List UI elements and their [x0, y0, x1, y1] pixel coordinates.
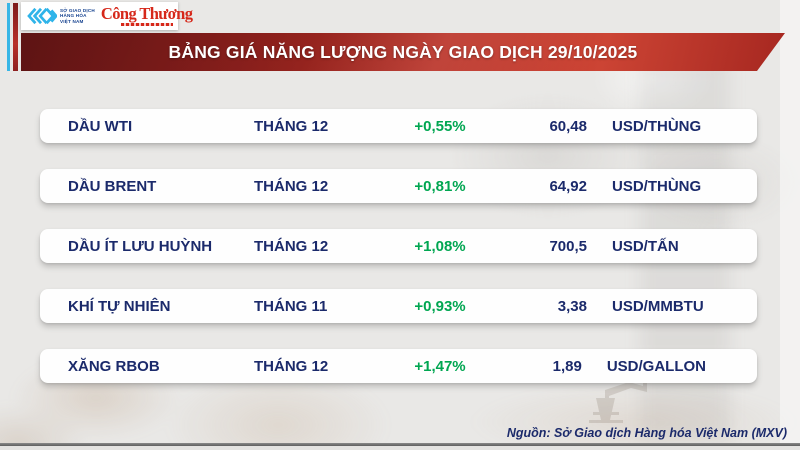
congthuong-logo: Công Thương	[100, 4, 193, 26]
table-row-khi-tu-nhien: KHÍ TỰ NHIÊN THÁNG 11 +0,93% 3,38 USD/MM…	[40, 289, 757, 323]
price-unit: USD/THÙNG	[612, 177, 702, 195]
contract-month: THÁNG 12	[254, 117, 329, 135]
bottom-divider-line	[0, 443, 800, 446]
percent-change: +0,93%	[414, 297, 466, 315]
left-accent-stripe-red	[13, 3, 18, 71]
percent-change: +1,08%	[414, 237, 466, 255]
table-row-dau-brent: DẦU BRENT THÁNG 12 +0,81% 64,92 USD/THÙN…	[40, 169, 757, 203]
bottom-margin-strip	[0, 446, 800, 450]
mxv-org-line1: SỞ GIAO DỊCH	[60, 7, 95, 13]
commodity-name: XĂNG RBOB	[68, 357, 160, 375]
congthuong-tagline-bar	[120, 23, 173, 26]
price-value: 700,5	[549, 237, 587, 255]
commodity-name: KHÍ TỰ NHIÊN	[68, 297, 171, 315]
commodity-name: DẦU ÍT LƯU HUỲNH	[68, 237, 213, 255]
background-light-band	[780, 0, 800, 450]
table-row-xang-rbob: XĂNG RBOB THÁNG 12 +1,47% 1,89 USD/GALLO…	[40, 349, 757, 383]
percent-change: +0,81%	[414, 177, 466, 195]
left-accent-stripe-cyan	[7, 3, 10, 71]
congthuong-wordmark: Công Thương	[100, 4, 193, 24]
faded-sepia-commodity-photo-right	[430, 380, 800, 450]
mxv-org-name: SỞ GIAO DỊCH HÀNG HÓA VIỆT NAM	[60, 8, 95, 24]
commodity-name: DẦU WTI	[68, 117, 133, 135]
price-unit: USD/MMBTU	[612, 297, 704, 315]
price-unit: USD/THÙNG	[612, 117, 702, 135]
mxv-org-line2: HÀNG HÓA	[60, 13, 87, 19]
price-value: 60,48	[549, 117, 587, 135]
price-unit: USD/TẤN	[612, 237, 679, 255]
contract-month: THÁNG 12	[254, 177, 329, 195]
price-value: 64,92	[549, 177, 587, 195]
percent-change: +0,55%	[414, 117, 466, 135]
mxv-org-line3: VIỆT NAM	[60, 18, 84, 24]
price-table: DẦU WTI THÁNG 12 +0,55% 60,48 USD/THÙNG …	[40, 109, 757, 409]
page-title: BẢNG GIÁ NĂNG LƯỢNG NGÀY GIAO DỊCH 29/10…	[168, 41, 638, 62]
source-credit: Nguồn: Sở Giao dịch Hàng hóa Việt Nam (M…	[506, 426, 787, 440]
pumpjack-silhouette-icon	[589, 382, 647, 423]
contract-month: THÁNG 11	[254, 297, 328, 315]
title-banner: BẢNG GIÁ NĂNG LƯỢNG NGÀY GIAO DỊCH 29/10…	[21, 33, 785, 71]
table-row-dau-wti: DẦU WTI THÁNG 12 +0,55% 60,48 USD/THÙNG	[40, 109, 757, 143]
commodity-name: DẦU BRENT	[68, 177, 157, 195]
table-row-dau-it-luu-huynh: DẦU ÍT LƯU HUỲNH THÁNG 12 +1,08% 700,5 U…	[40, 229, 757, 263]
mxv-logo: SỞ GIAO DỊCH HÀNG HÓA VIỆT NAM	[25, 6, 95, 26]
contract-month: THÁNG 12	[254, 237, 329, 255]
logo-strip: SỞ GIAO DỊCH HÀNG HÓA VIỆT NAM Công Thươ…	[21, 2, 193, 30]
price-value: 1,89	[552, 357, 582, 375]
price-value: 3,38	[557, 297, 587, 315]
percent-change: +1,47%	[414, 357, 466, 375]
contract-month: THÁNG 12	[254, 357, 329, 375]
mxv-chevrons-icon	[27, 7, 57, 25]
price-unit: USD/GALLON	[606, 357, 706, 375]
